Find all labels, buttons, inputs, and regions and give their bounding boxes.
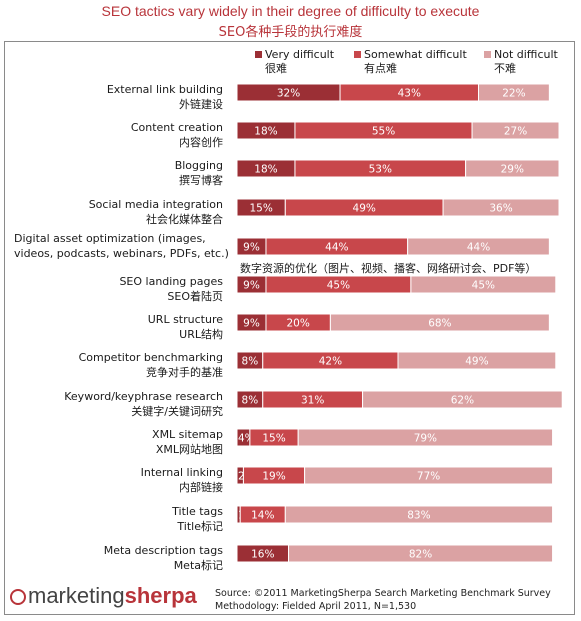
- data-label: 8%: [242, 395, 259, 407]
- bar-segment: [407, 237, 550, 256]
- data-label: 22%: [502, 88, 525, 100]
- category-label-cn: URL结构: [179, 328, 223, 341]
- source-note: Source: ©2011 MarketingSherpa Search Mar…: [215, 587, 551, 613]
- category-label-cn: Title标记: [177, 520, 223, 533]
- category-label-cn: 外链建设: [179, 98, 223, 111]
- data-label: 55%: [372, 126, 395, 138]
- category-label: Title tags Title标记: [172, 505, 223, 533]
- data-label: 44%: [325, 242, 348, 254]
- category-label: SEO landing pages SEO着陆页: [119, 275, 223, 303]
- data-label: 62%: [451, 395, 474, 407]
- category-label-cn: SEO着陆页: [167, 290, 223, 303]
- category-label-cn: 竞争对手的基准: [146, 366, 223, 379]
- data-label: 83%: [407, 510, 430, 522]
- data-label: 82%: [409, 549, 432, 561]
- data-label: 9%: [243, 242, 260, 254]
- legend-label-cn: 有点难: [364, 62, 397, 75]
- data-label: 45%: [327, 280, 350, 292]
- data-label: 49%: [353, 203, 376, 215]
- data-label: 27%: [504, 126, 527, 138]
- category-label: Meta description tags Meta标记: [103, 544, 223, 572]
- data-label: 79%: [414, 433, 437, 445]
- data-label: 43%: [398, 88, 421, 100]
- data-label: 42%: [319, 356, 342, 368]
- bar-segment: [284, 505, 554, 524]
- category-label: Competitor benchmarking 竞争对手的基准: [78, 351, 223, 379]
- bar-segment: [297, 428, 554, 447]
- data-label: 14%: [251, 510, 274, 522]
- bar-segment: [397, 351, 557, 370]
- data-label: 15%: [249, 203, 272, 215]
- data-label: 31%: [301, 395, 324, 407]
- bar-segment: [304, 466, 554, 485]
- data-label: 32%: [277, 88, 300, 100]
- legend-label: Not difficult: [494, 48, 558, 61]
- legend-swatch: [255, 51, 262, 58]
- bar-segment: [410, 275, 557, 294]
- category-label: Keyword/keyphrase research 关键字/关键词研究: [64, 390, 223, 418]
- category-label: XML sitemap XML网站地图: [152, 428, 223, 456]
- legend-swatch: [354, 51, 361, 58]
- bar-segment: [478, 83, 550, 102]
- category-label: Social media integration 社会化媒体整合: [88, 198, 223, 226]
- category-label-cn: Meta标记: [173, 559, 223, 572]
- category-label-cn: 撰写博客: [179, 174, 223, 187]
- bar-segment: [442, 198, 560, 217]
- data-label: 20%: [287, 318, 310, 330]
- chart-subtitle: SEO各种手段的执行难度: [218, 25, 363, 40]
- data-label: 8%: [242, 356, 259, 368]
- category-label-cn: 数字资源的优化（图片、视频、播客、网络研讨会、PDF等）: [240, 262, 537, 275]
- bar-segment: [288, 544, 554, 563]
- category-label: URL structure URL结构: [147, 313, 223, 341]
- data-label: 18%: [254, 164, 277, 176]
- chart-frame: [4, 41, 575, 615]
- category-label: External link building 外链建设: [106, 83, 223, 111]
- category-label: Blogging 撰写博客: [174, 159, 223, 187]
- data-label: 44%: [467, 242, 490, 254]
- data-label: 45%: [472, 280, 495, 292]
- data-label: 9%: [243, 318, 260, 330]
- data-label: 15%: [262, 433, 285, 445]
- globe-icon: [10, 589, 26, 605]
- data-label: 29%: [501, 164, 524, 176]
- data-label: 68%: [428, 318, 451, 330]
- chart-title: SEO tactics vary widely in their degree …: [101, 3, 480, 19]
- source-line: Source: ©2011 MarketingSherpa Search Mar…: [215, 588, 551, 599]
- methodology-line: Methodology: Fielded April 2011, N=1,530: [215, 601, 417, 612]
- data-label: 18%: [254, 126, 277, 138]
- bar-segment: [465, 159, 560, 178]
- marketingsherpa-logo: marketingsherpa: [10, 583, 197, 609]
- legend-label-cn: 不难: [494, 62, 516, 75]
- category-label-cn: XML网站地图: [155, 443, 223, 456]
- category-label-cn: 内容创作: [179, 136, 223, 149]
- bar-segment: [362, 390, 563, 409]
- data-label: 49%: [465, 356, 488, 368]
- data-label: 9%: [243, 280, 260, 292]
- data-label: 36%: [489, 203, 512, 215]
- legend-label: Very difficult: [265, 48, 335, 61]
- category-label-cn: 社会化媒体整合: [146, 213, 223, 226]
- data-label: 16%: [251, 549, 274, 561]
- legend-label-cn: 很难: [265, 62, 287, 75]
- category-label: Content creation 内容创作: [130, 121, 223, 149]
- data-label: 53%: [369, 164, 392, 176]
- category-label-cn: 内部链接: [179, 481, 223, 494]
- legend-swatch: [484, 51, 491, 58]
- data-label: 77%: [417, 471, 440, 483]
- legend-label: Somewhat difficult: [364, 48, 467, 61]
- category-label-cn: 关键字/关键词研究: [131, 405, 223, 418]
- bar-segment: [329, 313, 550, 332]
- bar-segment: [471, 121, 560, 140]
- category-label: Digital asset optimization (images, video…: [14, 232, 229, 260]
- category-label: Internal linking 内部链接: [140, 466, 223, 494]
- data-label: 19%: [262, 471, 285, 483]
